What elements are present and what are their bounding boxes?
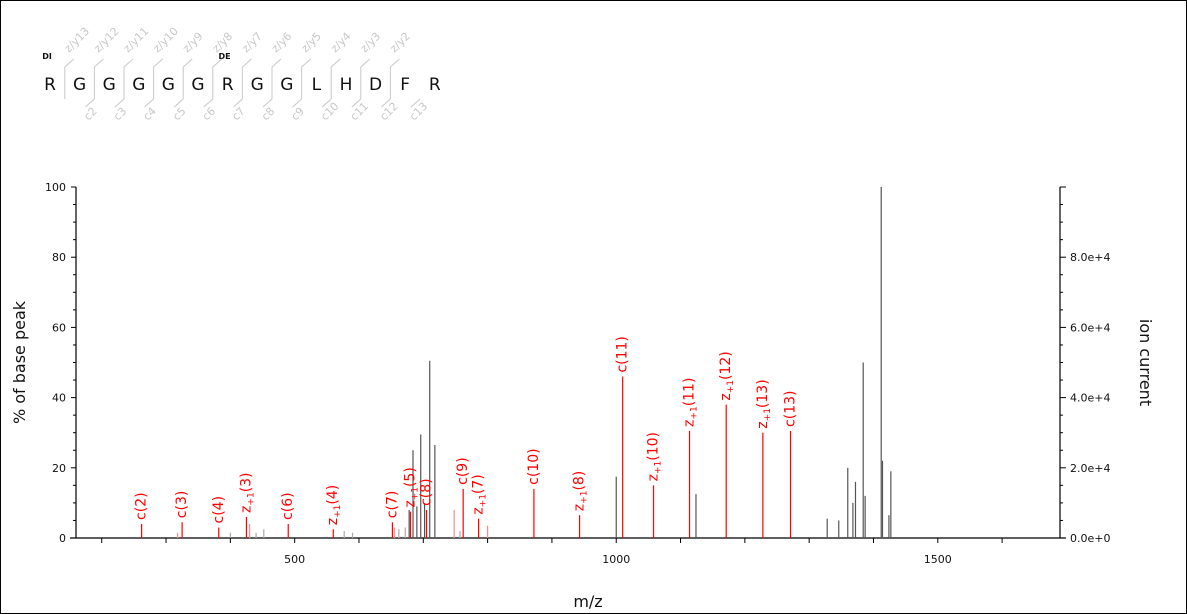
y2-tick-label: 2.0e+4	[1070, 462, 1110, 475]
peak-label: c(2)	[134, 492, 150, 520]
fragment-cleavage-mark	[173, 98, 184, 108]
y2-tick-label: 8.0e+4	[1070, 251, 1110, 264]
sequence-residue: G	[73, 75, 86, 95]
fragment-cleavage-mark	[233, 98, 243, 108]
y-tick-label: 60	[52, 321, 66, 334]
y-tick-label: 100	[45, 181, 66, 194]
sequence-residue: G	[132, 75, 145, 95]
peak-label: z+1(7)	[471, 474, 489, 514]
sequence-residue: L	[312, 75, 322, 95]
sequence-residue: G	[103, 75, 116, 95]
peak-label: c(10)	[526, 448, 542, 484]
sequence-residue: F	[400, 75, 410, 95]
y-tick-label: 40	[52, 392, 66, 405]
sequence-modification-label: DI	[42, 52, 52, 61]
sequence-residue: D	[369, 75, 382, 95]
sequence-residue: G	[251, 75, 264, 95]
fragment-cleavage-mark	[381, 98, 391, 108]
fragment-cleavage-mark	[182, 58, 193, 68]
peak-label: z+1(8)	[572, 471, 590, 511]
fragment-cleavage-mark	[410, 98, 421, 108]
fragment-cleavage-mark	[114, 98, 125, 108]
y-tick-label: 80	[52, 251, 66, 264]
sequence-residue: G	[280, 75, 293, 95]
peak-label: c(6)	[280, 492, 296, 520]
sequence-residue: G	[191, 75, 204, 95]
fragment-cleavage-mark	[301, 58, 311, 68]
sequence-residue: R	[429, 75, 441, 95]
y2-tick-label: 4.0e+4	[1070, 392, 1110, 405]
fragment-cleavage-mark	[262, 98, 273, 108]
fragment-cleavage-mark	[360, 58, 371, 68]
y2-tick-label: 6.0e+4	[1070, 321, 1110, 334]
fragment-cleavage-mark	[123, 58, 134, 68]
peak-label: c(13)	[783, 391, 799, 427]
y-tick-label: 20	[52, 462, 66, 475]
fragment-cleavage-mark	[144, 98, 154, 108]
sequence-residue: H	[340, 75, 353, 95]
peak-label: z+1(12)	[718, 351, 736, 400]
sequence-modification-label: DE	[219, 52, 231, 61]
x-tick-label: 1000	[602, 553, 630, 566]
sequence-residue: G	[162, 75, 175, 95]
fragment-cleavage-mark	[212, 58, 223, 68]
peak-label: z+1(5)	[402, 467, 420, 507]
peak-label: c(4)	[211, 496, 227, 524]
peak-label: c(8)	[419, 478, 435, 506]
fragment-cleavage-mark	[153, 58, 163, 68]
peak-label: z+1(4)	[325, 485, 343, 525]
fragment-cleavage-mark	[330, 58, 341, 68]
x-axis-title: m/z	[573, 592, 602, 611]
peak-label: c(9)	[455, 457, 471, 485]
peak-label: z+1(13)	[755, 379, 773, 428]
y-axis-title: % of base peak	[10, 300, 29, 424]
peak-label: c(11)	[615, 336, 631, 372]
fragment-cleavage-mark	[390, 58, 400, 68]
fragment-cleavage-mark	[292, 98, 302, 108]
peak-label: c(7)	[384, 491, 400, 519]
sequence-map: R G G G G G R G G L H D F RDI DEz/y13 z/y12c2z/y11c3z/y…	[42, 25, 441, 123]
sequence-residue: R	[44, 75, 56, 95]
fragment-cleavage-mark	[64, 58, 75, 68]
peak-label: z+1(11)	[682, 378, 700, 427]
y2-axis-title: ion current	[1136, 319, 1155, 406]
fragment-cleavage-mark	[271, 58, 282, 68]
peak-label: z+1(3)	[238, 472, 256, 512]
fragment-cleavage-mark	[321, 98, 332, 108]
y2-tick-label: 0.0e+0	[1070, 532, 1110, 545]
fragment-cleavage-mark	[94, 58, 104, 68]
fragment-cleavage-mark	[85, 98, 95, 108]
x-tick-label: 1500	[924, 553, 952, 566]
fragment-cleavage-mark	[242, 58, 252, 68]
sequence-residue: R	[222, 75, 234, 95]
fragment-cleavage-mark	[351, 98, 362, 108]
fragment-cleavage-mark	[203, 98, 214, 108]
peak-label: z+1(10)	[646, 432, 664, 481]
y-tick-label: 0	[59, 532, 66, 545]
peak-label: c(3)	[174, 491, 190, 519]
x-tick-label: 500	[284, 553, 305, 566]
